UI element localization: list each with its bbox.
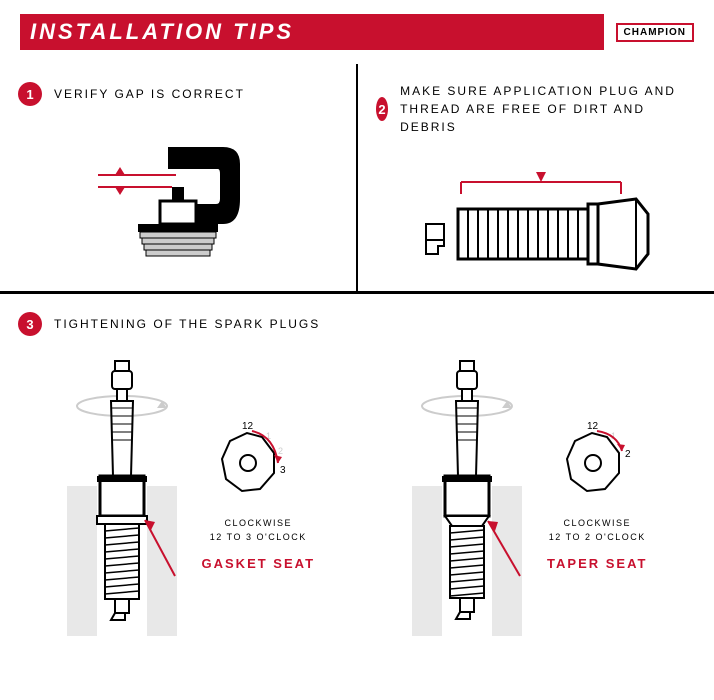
header: INSTALLATION TIPS CHAMPION (0, 0, 714, 64)
spark-plug-gasket-icon (67, 356, 177, 636)
step-2-text: MAKE SURE APPLICATION PLUG AND THREAD AR… (400, 82, 696, 136)
thread-diagram (376, 154, 696, 294)
gasket-direction: CLOCKWISE 12 TO 3 O'CLOCK (202, 516, 316, 545)
taper-clock-group: 12 1 2 CLOCKWISE 12 TO 2 O'CLOCK TAPER S… (547, 421, 647, 572)
step-number-1: 1 (18, 82, 42, 106)
brand-logo: CHAMPION (616, 23, 694, 42)
step-1-heading: 1 VERIFY GAP IS CORRECT (18, 82, 338, 106)
tightening-diagrams: 12 1 2 3 CLOCKWISE 12 TO 3 O'CLOCK GASKE… (18, 356, 696, 636)
step-number-2: 2 (376, 97, 388, 121)
step-2-heading: 2 MAKE SURE APPLICATION PLUG AND THREAD … (376, 82, 696, 136)
clock-dial-taper-icon: 12 1 2 (547, 421, 637, 511)
header-bar: INSTALLATION TIPS (20, 14, 604, 50)
panel-step-3: 3 TIGHTENING OF THE SPARK PLUGS (0, 294, 714, 654)
step-number-3: 3 (18, 312, 42, 336)
step-1-text: VERIFY GAP IS CORRECT (54, 85, 245, 103)
taper-seat-label: TAPER SEAT (547, 556, 647, 571)
svg-text:2: 2 (625, 449, 631, 460)
svg-text:2: 2 (278, 446, 283, 456)
panel-step-1: 1 VERIFY GAP IS CORRECT (0, 64, 358, 291)
panel-step-2: 2 MAKE SURE APPLICATION PLUG AND THREAD … (358, 64, 714, 291)
clock-dial-gasket-icon: 12 1 2 3 (202, 421, 292, 511)
step-3-text: TIGHTENING OF THE SPARK PLUGS (54, 315, 320, 333)
gap-diagram (18, 124, 338, 264)
taper-direction: CLOCKWISE 12 TO 2 O'CLOCK (547, 516, 647, 545)
gasket-seat-group: 12 1 2 3 CLOCKWISE 12 TO 3 O'CLOCK GASKE… (67, 356, 316, 636)
page-title: INSTALLATION TIPS (30, 19, 294, 45)
spark-plug-taper-icon (412, 356, 522, 636)
top-row: 1 VERIFY GAP IS CORRECT (0, 64, 714, 294)
clock-3-label: 3 (280, 465, 286, 476)
gasket-seat-label: GASKET SEAT (202, 556, 316, 571)
clock-12-label: 12 (242, 421, 254, 432)
svg-text:12: 12 (587, 421, 599, 432)
step-3-heading: 3 TIGHTENING OF THE SPARK PLUGS (18, 312, 696, 336)
gasket-clock-group: 12 1 2 3 CLOCKWISE 12 TO 3 O'CLOCK GASKE… (202, 421, 316, 572)
taper-seat-group: 12 1 2 CLOCKWISE 12 TO 2 O'CLOCK TAPER S… (412, 356, 647, 636)
